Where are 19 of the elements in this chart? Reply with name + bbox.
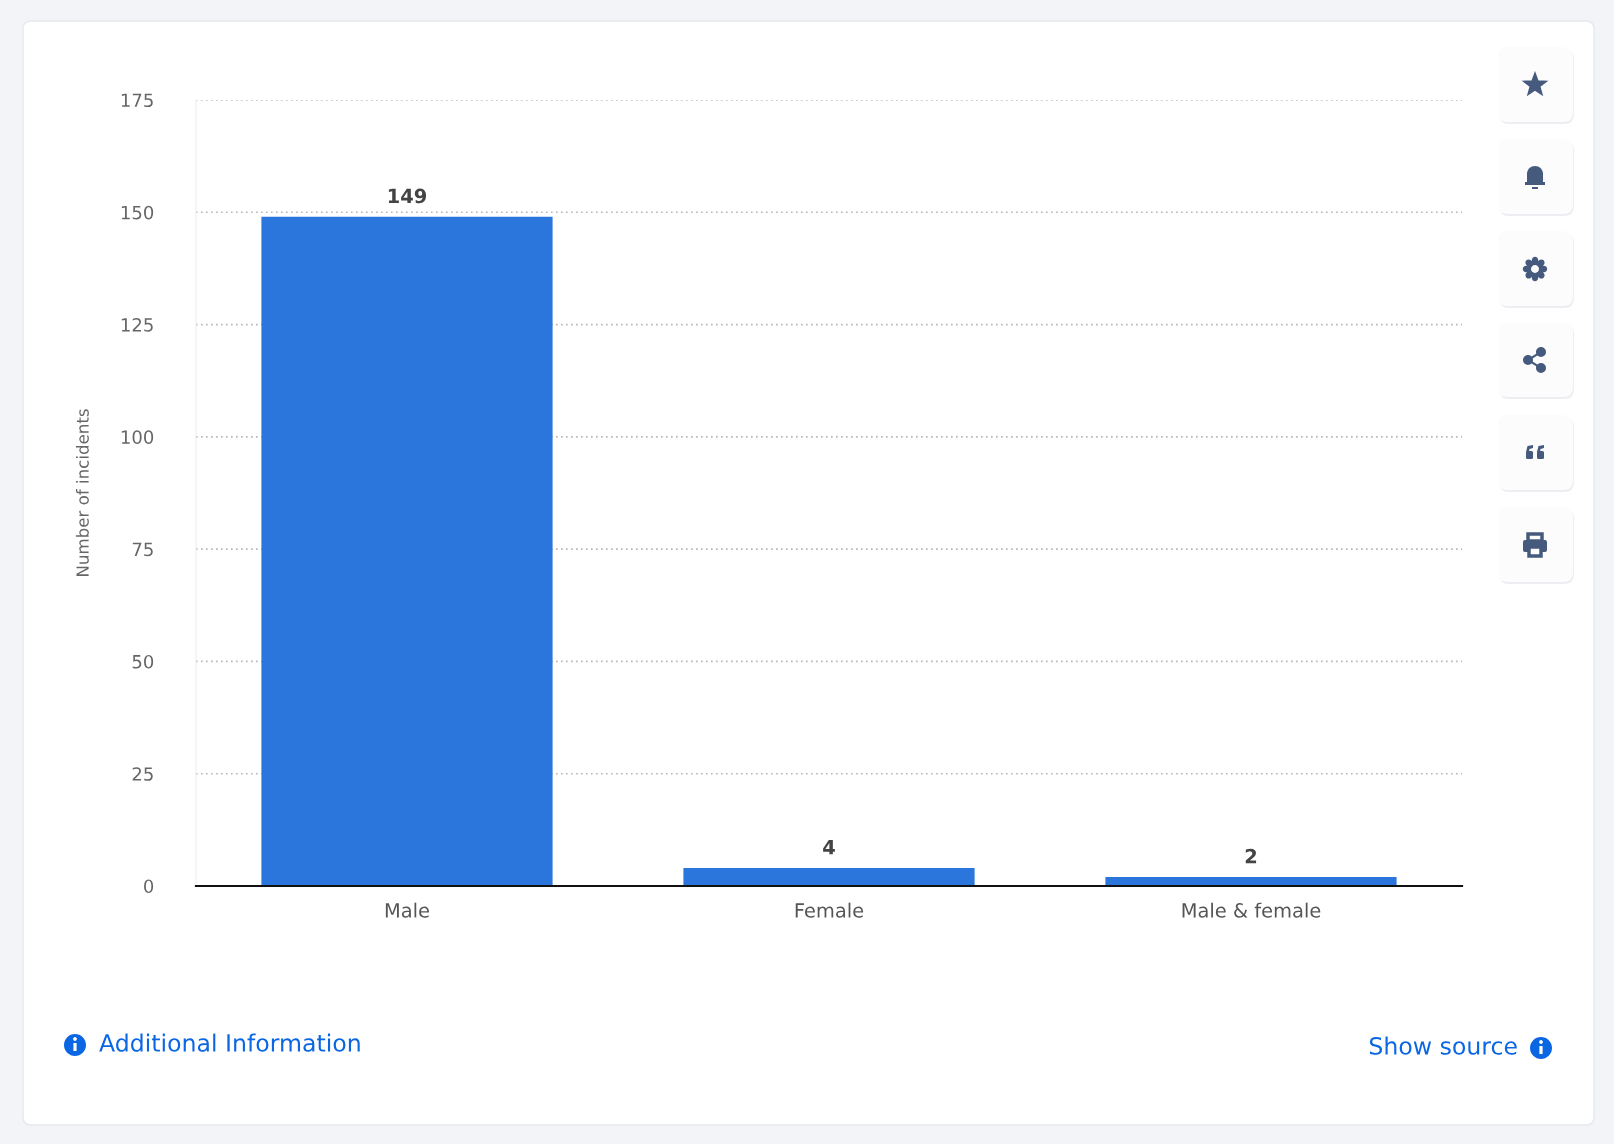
bar bbox=[683, 868, 975, 886]
y-tick-label: 175 bbox=[121, 93, 153, 108]
y-axis-title: Number of incidents bbox=[75, 409, 89, 576]
y-tick-label: 50 bbox=[132, 654, 154, 669]
x-tick-label: Female bbox=[795, 902, 864, 918]
bar bbox=[261, 216, 553, 886]
y-tick-label: 150 bbox=[121, 205, 154, 220]
text: Additional Information bbox=[99, 1033, 360, 1052]
data-label: 149 bbox=[388, 188, 427, 204]
y-tick-label: 75 bbox=[132, 542, 153, 557]
y-tick-label: 100 bbox=[121, 430, 154, 444]
y-tick-label: 25 bbox=[132, 767, 153, 781]
x-tick-label: Male bbox=[385, 902, 429, 918]
text: Show source bbox=[1369, 1036, 1517, 1055]
x-tick-label: Male & female bbox=[1182, 902, 1321, 918]
data-label: 2 bbox=[1245, 848, 1257, 864]
y-tick-label: 125 bbox=[121, 318, 153, 332]
y-tick-label: 0 bbox=[144, 879, 154, 894]
data-label: 4 bbox=[823, 840, 835, 855]
